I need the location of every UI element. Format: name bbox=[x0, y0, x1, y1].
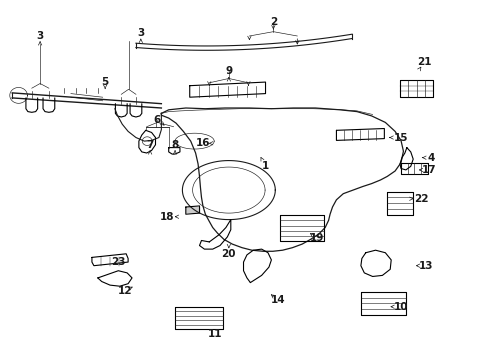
Text: 7: 7 bbox=[146, 140, 154, 150]
Text: 13: 13 bbox=[418, 261, 433, 271]
Text: 15: 15 bbox=[393, 132, 407, 143]
Text: 3: 3 bbox=[37, 31, 43, 41]
Text: 3: 3 bbox=[137, 28, 144, 38]
Text: 8: 8 bbox=[171, 140, 178, 150]
Text: 11: 11 bbox=[207, 329, 222, 339]
Text: 16: 16 bbox=[195, 138, 210, 148]
Text: 14: 14 bbox=[270, 294, 285, 305]
Text: 2: 2 bbox=[269, 17, 276, 27]
Text: 20: 20 bbox=[221, 249, 236, 259]
Text: 18: 18 bbox=[160, 212, 174, 222]
Text: 22: 22 bbox=[413, 194, 428, 204]
Text: 9: 9 bbox=[225, 66, 232, 76]
Text: 21: 21 bbox=[416, 57, 431, 67]
Text: 19: 19 bbox=[309, 233, 324, 243]
Text: 12: 12 bbox=[117, 286, 132, 296]
Text: 17: 17 bbox=[421, 165, 436, 175]
Text: 10: 10 bbox=[393, 302, 407, 312]
Text: 1: 1 bbox=[262, 161, 268, 171]
Text: 5: 5 bbox=[102, 77, 108, 87]
Text: 6: 6 bbox=[154, 114, 161, 125]
Text: 4: 4 bbox=[427, 153, 434, 163]
Text: 23: 23 bbox=[111, 257, 125, 267]
